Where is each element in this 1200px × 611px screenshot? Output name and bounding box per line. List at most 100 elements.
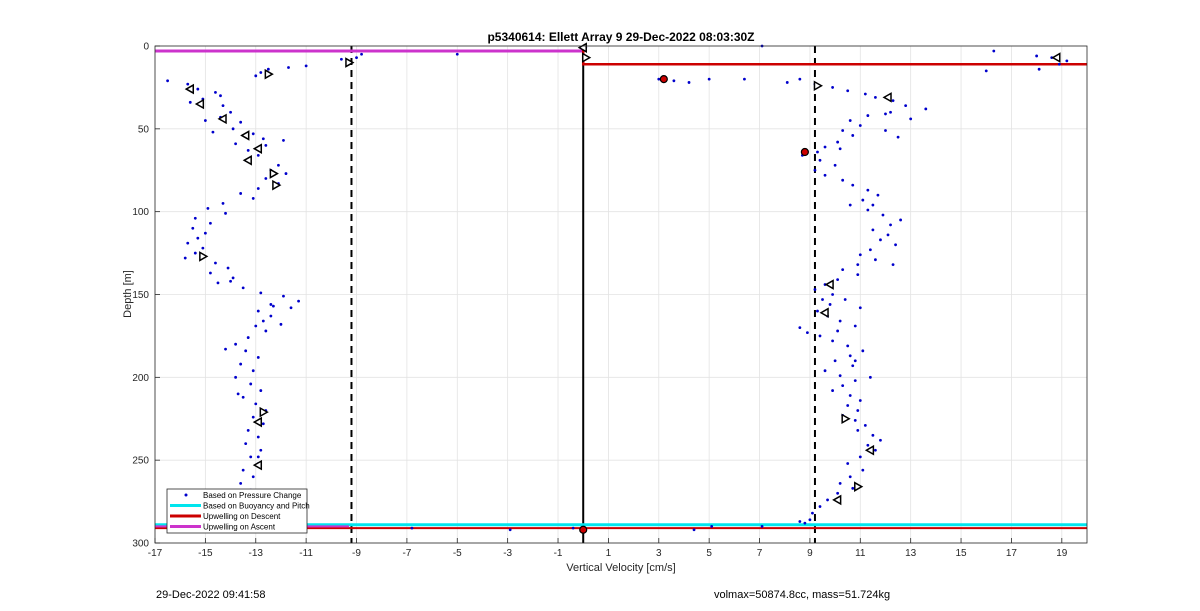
pressure-change-point [831, 389, 834, 392]
triangle-marker [864, 444, 875, 456]
pressure-change-point [226, 266, 230, 270]
legend-label: Based on Pressure Change [203, 491, 302, 500]
y-tick-label: 200 [132, 373, 149, 384]
pressure-change-point [831, 293, 834, 296]
pressure-change-point [899, 218, 902, 222]
pressure-change-point [249, 382, 253, 386]
pressure-change-point [861, 349, 865, 353]
chart-title: p5340614: Ellett Array 9 29-Dec-2022 08:… [487, 30, 754, 44]
pressure-change-point [241, 395, 245, 399]
pressure-change-point [866, 188, 870, 192]
pressure-change-point [813, 288, 817, 291]
legend: Based on Pressure Change Based on Buoyanc… [166, 488, 310, 534]
pressure-change-point [196, 236, 200, 240]
pressure-change-point [884, 129, 887, 132]
x-tick-label: -17 [148, 548, 163, 559]
footer-timestamp: 29-Dec-2022 09:41:58 [156, 589, 266, 601]
y-axis-label: Depth [m] [122, 270, 134, 318]
pressure-change-point [211, 130, 215, 134]
pressure-change-point [1035, 54, 1039, 58]
pressure-change-point [279, 322, 283, 326]
x-tick-label: -15 [198, 548, 213, 559]
x-tick-label: -7 [402, 548, 411, 559]
pressure-change-point [874, 95, 877, 99]
pressure-change-point [254, 324, 258, 328]
pressure-change-point [871, 203, 875, 207]
legend-label: Upwelling on Ascent [203, 523, 276, 532]
pressure-change-point [858, 124, 862, 127]
pressure-change-point [259, 448, 263, 452]
legend-label: Upwelling on Descent [203, 512, 281, 521]
pressure-change-point [871, 228, 875, 232]
pressure-change-point [798, 326, 802, 330]
pressure-change-point [1065, 59, 1069, 63]
pressure-change-point [858, 399, 862, 402]
pressure-change-point [239, 120, 243, 124]
triangle-marker [252, 416, 263, 428]
pressure-change-point [269, 314, 273, 318]
pressure-change-point [874, 258, 877, 262]
x-tick-label: 17 [1006, 548, 1018, 559]
triangle-marker [194, 98, 205, 110]
pressure-change-point [843, 298, 847, 301]
pressure-change-point [836, 278, 840, 281]
pressure-change-point [866, 208, 870, 212]
pressure-change-point [191, 226, 195, 230]
pressure-change-point [206, 206, 210, 210]
triangle-marker [882, 92, 892, 103]
pressure-change-point [823, 145, 827, 149]
triangle-marker [854, 481, 864, 492]
pressure-change-point [876, 193, 880, 197]
pressure-change-point [841, 129, 845, 132]
red-marker [800, 147, 809, 157]
pressure-change-point [861, 468, 865, 472]
pressure-change-point [254, 74, 258, 78]
pressure-change-point [798, 77, 802, 81]
pressure-change-point [221, 201, 225, 205]
pressure-change-point [881, 213, 885, 217]
pressure-change-point [851, 486, 855, 490]
x-tick-label: -1 [554, 548, 563, 559]
pressure-change-point [241, 468, 245, 472]
pressure-change-point [858, 306, 862, 310]
pressure-change-point [836, 329, 840, 333]
x-tick-label: 19 [1056, 548, 1068, 559]
pressure-change-point [838, 319, 842, 323]
pressure-change-point [261, 422, 265, 426]
pressure-change-point [239, 362, 243, 366]
pressure-change-point [785, 81, 789, 84]
triangle-marker [269, 168, 279, 179]
pressure-change-point [193, 216, 197, 220]
pressure-change-point [360, 52, 363, 56]
pressure-change-point [234, 375, 238, 379]
pressure-change-point [841, 384, 845, 388]
pressure-change-point [874, 448, 877, 452]
x-tick-label: 5 [706, 548, 712, 559]
y-tick-label: 0 [143, 42, 149, 53]
pressure-change-point [831, 86, 834, 89]
triangle-marker [272, 179, 282, 191]
pressure-change-point [858, 455, 862, 459]
pressure-change-point [894, 243, 897, 247]
x-axis-label: Vertical Velocity [cm/s] [566, 562, 675, 574]
pressure-change-point [823, 369, 827, 373]
triangle-marker [242, 155, 252, 166]
pressure-change-point [657, 77, 661, 81]
pressure-change-point [571, 526, 575, 530]
pressure-change-point [841, 178, 845, 182]
x-tick-label: 13 [905, 548, 917, 559]
pressure-change-point [984, 69, 988, 73]
y-tick-label: 150 [132, 290, 149, 301]
triangle-marker [819, 307, 829, 319]
pressure-change-point [239, 192, 243, 195]
pressure-change-point [229, 110, 232, 114]
pressure-change-point [863, 92, 867, 96]
triangle-marker [264, 68, 274, 80]
pressure-change-point [672, 79, 676, 83]
pressure-change-point [193, 251, 197, 255]
pressure-change-point [256, 356, 260, 359]
pressure-change-point [282, 294, 285, 298]
pressure-change-point [838, 374, 842, 378]
pressure-change-point [188, 100, 192, 104]
